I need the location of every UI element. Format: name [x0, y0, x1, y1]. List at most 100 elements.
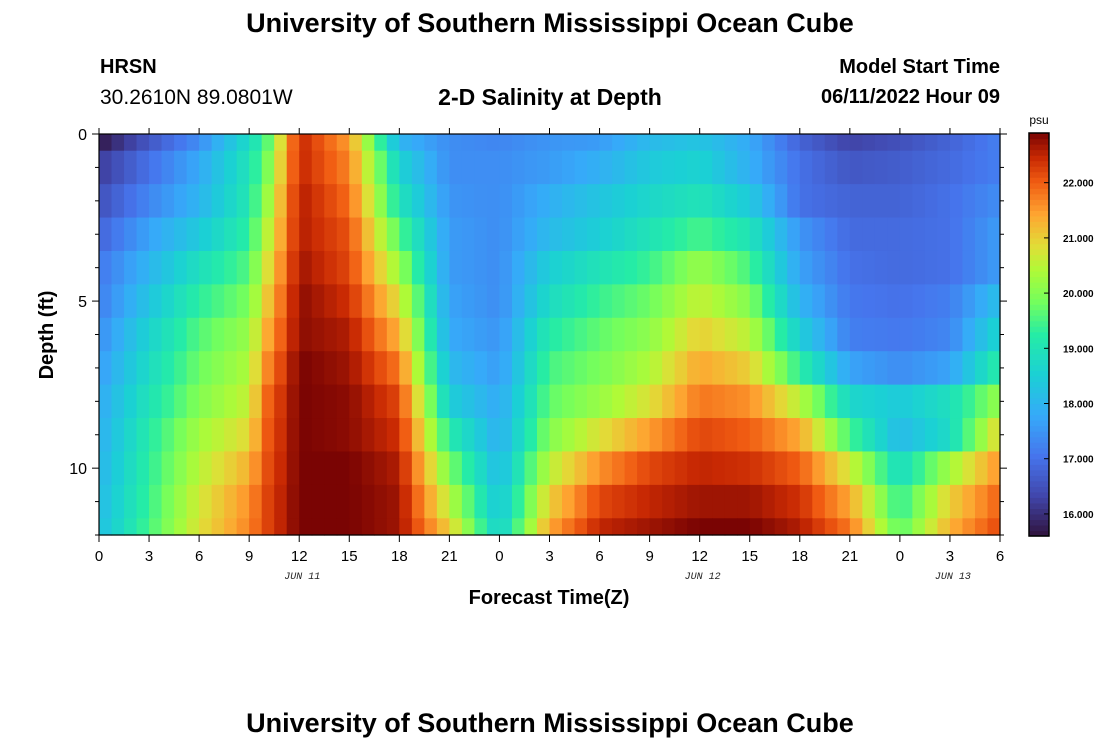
heatmap-cell	[249, 384, 263, 419]
heatmap-cell	[336, 518, 350, 536]
colorbar-segment	[1029, 243, 1049, 250]
heatmap-cell	[149, 217, 163, 252]
heatmap-cell	[599, 384, 613, 419]
heatmap-cell	[136, 384, 150, 419]
heatmap-cell	[562, 134, 576, 152]
heatmap-cell	[637, 284, 651, 319]
heatmap-cell	[486, 451, 501, 486]
heatmap-cell	[799, 134, 813, 152]
heatmap-cell	[849, 351, 863, 386]
heatmap-cell	[912, 484, 926, 519]
heatmap-cell	[486, 518, 501, 536]
heatmap-cell	[549, 284, 563, 319]
heatmap-cell	[224, 384, 238, 419]
heatmap-cell	[174, 384, 188, 419]
heatmap-cell	[849, 217, 863, 252]
heatmap-cell	[774, 317, 788, 352]
heatmap-cell	[136, 317, 150, 352]
heatmap-cell	[486, 284, 501, 319]
heatmap-cell	[336, 150, 350, 185]
heatmap-cell	[124, 134, 138, 152]
heatmap-cell	[549, 351, 563, 386]
heatmap-cell	[386, 451, 400, 486]
heatmap-cell	[524, 250, 538, 285]
heatmap-cell	[249, 351, 263, 386]
heatmap-cell	[974, 451, 989, 486]
heatmap-cell	[762, 284, 776, 319]
heatmap-cell	[286, 134, 300, 152]
heatmap-cell	[799, 351, 813, 386]
heatmap-cell	[361, 418, 375, 453]
heatmap-cell	[574, 134, 588, 152]
heatmap-cell	[399, 150, 413, 185]
heatmap-cell	[411, 134, 425, 152]
colorbar-segment	[1029, 248, 1049, 256]
heatmap-cell	[924, 134, 939, 152]
heatmap-cell	[461, 150, 476, 185]
heatmap-cell	[787, 150, 801, 185]
heatmap-cell	[161, 384, 175, 419]
heatmap-cell	[536, 351, 551, 386]
heatmap-cell	[749, 184, 763, 219]
heatmap-cell	[349, 150, 363, 185]
colorbar-segment	[1029, 304, 1049, 311]
heatmap-cell	[837, 184, 851, 219]
heatmap-cell	[699, 184, 713, 219]
heatmap-cell	[687, 184, 701, 219]
heatmap-cell	[612, 451, 626, 486]
heatmap-cell	[449, 317, 463, 352]
colorbar-tick-label: 17.000	[1063, 455, 1094, 466]
heatmap-cell	[399, 418, 413, 453]
heatmap-cell	[562, 384, 576, 419]
heatmap-cell	[311, 317, 325, 352]
heatmap-cell	[386, 351, 400, 386]
heatmap-cell	[774, 451, 788, 486]
heatmap-cell	[724, 250, 738, 285]
colorbar-segment	[1029, 237, 1049, 245]
heatmap-cell	[787, 451, 801, 486]
colorbar-segment	[1029, 282, 1049, 289]
heatmap-cell	[749, 250, 763, 285]
heatmap-cell	[887, 284, 901, 319]
heatmap-cell	[612, 184, 626, 219]
heatmap-cell	[649, 351, 663, 386]
heatmap-cell	[674, 518, 688, 536]
heatmap-cell	[411, 351, 425, 386]
x-axis: 0 3 6 9 12 15 18 21 0 3 6 9 12 15 18 21 0 3 6 JUN 11 JUN 12 J…	[95, 128, 1004, 583]
heatmap-cell	[174, 317, 188, 352]
heatmap-cell	[111, 451, 125, 486]
heatmap-cell	[662, 351, 676, 386]
heatmap-cell	[799, 484, 813, 519]
heatmap-cell	[712, 317, 726, 352]
heatmap-cell	[937, 184, 951, 219]
heatmap-cell	[737, 451, 751, 486]
colorbar-segment	[1029, 442, 1049, 449]
heatmap-cell	[674, 150, 688, 185]
heatmap-cell	[637, 134, 651, 152]
heatmap-cell	[724, 134, 738, 152]
heatmap-cell	[774, 217, 788, 252]
heatmap-cell	[787, 351, 801, 386]
heatmap-cell	[411, 150, 425, 185]
heatmap-cell	[261, 351, 275, 386]
heatmap-cell	[874, 150, 888, 185]
heatmap-cell	[111, 150, 125, 185]
heatmap-cell	[787, 217, 801, 252]
heatmap-cell	[737, 518, 751, 536]
heatmap-cell	[987, 418, 1001, 453]
colorbar-segment	[1029, 353, 1049, 360]
heatmap-cell	[249, 317, 263, 352]
heatmap-cell	[211, 134, 225, 152]
heatmap-cell	[536, 484, 551, 519]
heatmap-cell	[249, 518, 263, 536]
heatmap-cell	[712, 351, 726, 386]
heatmap-cell	[286, 317, 300, 352]
heatmap-cell	[274, 317, 288, 352]
heatmap-cell	[286, 518, 300, 536]
heatmap-cell	[562, 451, 576, 486]
heatmap-cell	[324, 418, 338, 453]
heatmap-cell	[461, 418, 476, 453]
heatmap-cell	[274, 518, 288, 536]
heatmap-cell	[749, 384, 763, 419]
colorbar-segment	[1029, 226, 1049, 233]
